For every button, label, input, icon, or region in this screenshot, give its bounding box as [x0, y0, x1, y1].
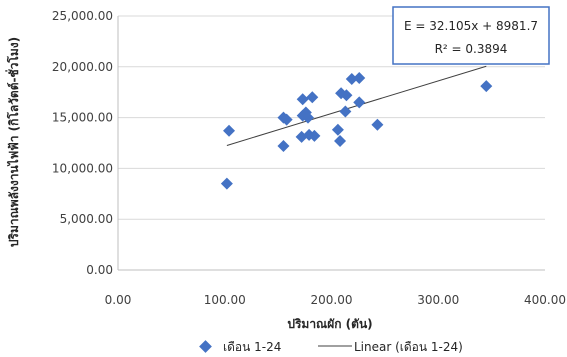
data-point	[306, 91, 319, 104]
trendline	[226, 65, 487, 146]
y-tick-label: 10,000.00	[52, 161, 113, 175]
x-axis-title: ปริมาณผัก (ตัน)	[287, 317, 372, 331]
legend-series-label: เดือน 1-24	[223, 340, 281, 354]
data-point	[340, 89, 353, 102]
y-axis-title: ปริมาณพลังงานไฟฟ้า (กิโลวัตต์-ชั่วโมง)	[5, 37, 21, 247]
data-point	[223, 124, 236, 137]
data-point	[296, 93, 309, 106]
x-tick-label: 300.00	[417, 293, 459, 307]
legend-trend-label: Linear (เดือน 1-24)	[354, 340, 463, 354]
r-squared-text: R² = 0.3894	[435, 42, 508, 56]
data-point	[302, 111, 315, 124]
y-tick-label: 0.00	[86, 263, 113, 277]
data-point	[353, 71, 366, 84]
x-tick-labels: 0.00 100.00 200.00 300.00 400.00	[105, 293, 566, 307]
data-point	[220, 177, 233, 190]
legend-diamond-marker	[199, 340, 212, 353]
y-tick-label: 15,000.00	[52, 111, 113, 125]
data-point	[280, 113, 293, 126]
x-tick-label: 200.00	[311, 293, 353, 307]
legend: เดือน 1-24 Linear (เดือน 1-24)	[199, 340, 463, 354]
x-tick-label: 400.00	[524, 293, 566, 307]
y-tick-label: 5,000.00	[60, 212, 113, 226]
gridlines	[118, 15, 545, 220]
y-tick-label: 20,000.00	[52, 60, 113, 74]
x-tick-label: 0.00	[105, 293, 132, 307]
trendline-group	[226, 65, 487, 146]
data-point	[334, 134, 347, 147]
y-tick-label: 25,000.00	[52, 9, 113, 23]
equation-text: E = 32.105x + 8981.7	[404, 19, 538, 33]
data-point	[353, 96, 366, 109]
x-tick-label: 100.00	[204, 293, 246, 307]
data-point	[308, 129, 321, 142]
equation-box: E = 32.105x + 8981.7 R² = 0.3894	[392, 6, 550, 65]
data-point	[331, 123, 344, 136]
data-point	[277, 140, 290, 153]
axes	[117, 16, 545, 271]
y-tick-labels: 0.00 5,000.00 10,000.00 15,000.00 20,000.00 2…	[52, 9, 113, 277]
data-point	[371, 118, 384, 131]
data-point	[345, 72, 358, 85]
equation-box-border	[392, 6, 550, 65]
data-point	[339, 105, 352, 118]
data-points	[220, 71, 493, 190]
data-point	[480, 80, 493, 93]
